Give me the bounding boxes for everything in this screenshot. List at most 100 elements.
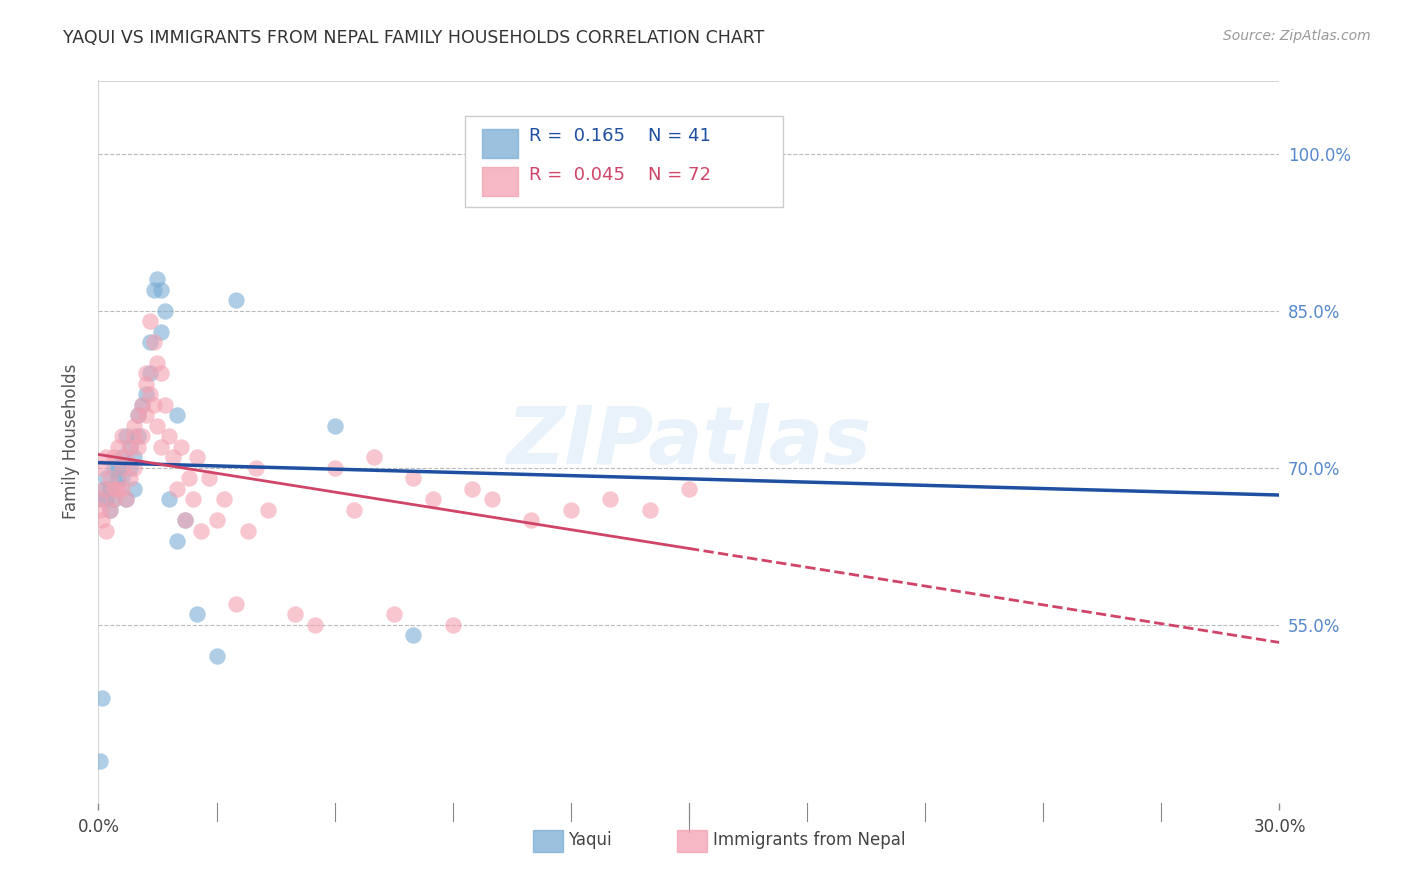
Point bbox=[131, 398, 153, 412]
Point bbox=[118, 460, 141, 475]
Point bbox=[93, 482, 115, 496]
Point bbox=[197, 471, 219, 485]
Point bbox=[135, 409, 157, 423]
Point bbox=[138, 334, 160, 349]
Point bbox=[118, 440, 141, 454]
Point bbox=[142, 283, 165, 297]
Point bbox=[131, 429, 153, 443]
Bar bbox=[533, 830, 562, 852]
Point bbox=[96, 524, 118, 538]
Point bbox=[382, 607, 405, 622]
Point bbox=[155, 398, 177, 412]
Y-axis label: Family Households: Family Households bbox=[62, 364, 80, 519]
Point bbox=[402, 471, 425, 485]
Point bbox=[107, 482, 129, 496]
Point bbox=[560, 502, 582, 516]
FancyBboxPatch shape bbox=[464, 117, 783, 207]
Point bbox=[678, 482, 700, 496]
Point bbox=[96, 492, 118, 507]
Text: Immigrants from Nepal: Immigrants from Nepal bbox=[713, 831, 905, 849]
Point bbox=[162, 450, 184, 465]
Point bbox=[127, 409, 149, 423]
Point bbox=[96, 450, 118, 465]
Point bbox=[122, 418, 145, 433]
Point bbox=[93, 482, 115, 496]
Point bbox=[138, 314, 160, 328]
Point bbox=[111, 471, 134, 485]
Point bbox=[166, 482, 188, 496]
Point bbox=[111, 450, 134, 465]
Point bbox=[205, 513, 228, 527]
Point bbox=[122, 482, 145, 496]
Point bbox=[323, 460, 346, 475]
Point bbox=[304, 617, 326, 632]
Point bbox=[127, 409, 149, 423]
Point bbox=[127, 429, 149, 443]
Point bbox=[107, 440, 129, 454]
Point bbox=[135, 387, 157, 401]
Point bbox=[98, 482, 121, 496]
Point bbox=[89, 754, 111, 768]
Point bbox=[323, 418, 346, 433]
Point bbox=[170, 440, 193, 454]
Point bbox=[150, 367, 173, 381]
Point bbox=[107, 460, 129, 475]
Point bbox=[177, 471, 200, 485]
Point bbox=[89, 492, 111, 507]
Point bbox=[103, 482, 125, 496]
Point bbox=[118, 471, 141, 485]
Point bbox=[245, 460, 267, 475]
Point bbox=[135, 376, 157, 391]
Point bbox=[111, 460, 134, 475]
Point bbox=[166, 534, 188, 549]
Point bbox=[256, 502, 278, 516]
Text: Source: ZipAtlas.com: Source: ZipAtlas.com bbox=[1223, 29, 1371, 43]
Point bbox=[138, 387, 160, 401]
Point bbox=[146, 418, 169, 433]
Bar bbox=[482, 129, 517, 158]
Point bbox=[155, 303, 177, 318]
Point bbox=[98, 502, 121, 516]
Point bbox=[115, 492, 138, 507]
Point bbox=[103, 450, 125, 465]
Point bbox=[214, 492, 236, 507]
Point bbox=[284, 607, 307, 622]
Point bbox=[166, 409, 188, 423]
Point bbox=[118, 440, 141, 454]
Point bbox=[122, 450, 145, 465]
Point bbox=[181, 492, 204, 507]
Point bbox=[135, 367, 157, 381]
Point bbox=[127, 440, 149, 454]
Point bbox=[157, 429, 180, 443]
Point bbox=[174, 513, 197, 527]
Text: YAQUI VS IMMIGRANTS FROM NEPAL FAMILY HOUSEHOLDS CORRELATION CHART: YAQUI VS IMMIGRANTS FROM NEPAL FAMILY HO… bbox=[63, 29, 765, 46]
Point bbox=[190, 524, 212, 538]
Point bbox=[146, 272, 169, 286]
Point bbox=[98, 471, 121, 485]
Point bbox=[157, 492, 180, 507]
Point bbox=[422, 492, 444, 507]
Point bbox=[131, 398, 153, 412]
Point bbox=[103, 492, 125, 507]
Point bbox=[225, 597, 247, 611]
Point bbox=[205, 649, 228, 664]
Bar bbox=[482, 167, 517, 196]
Point bbox=[441, 617, 464, 632]
Point bbox=[520, 513, 543, 527]
Point bbox=[90, 691, 112, 706]
Text: R =  0.045    N = 72: R = 0.045 N = 72 bbox=[530, 166, 711, 184]
Point bbox=[107, 471, 129, 485]
Point bbox=[343, 502, 366, 516]
Point bbox=[174, 513, 197, 527]
Point bbox=[481, 492, 503, 507]
Text: R =  0.165    N = 41: R = 0.165 N = 41 bbox=[530, 128, 711, 145]
Point bbox=[115, 450, 138, 465]
Point bbox=[115, 429, 138, 443]
Point bbox=[236, 524, 259, 538]
Point bbox=[638, 502, 661, 516]
Point bbox=[186, 607, 208, 622]
Point bbox=[122, 429, 145, 443]
Point bbox=[150, 325, 173, 339]
Point bbox=[96, 471, 118, 485]
Point bbox=[402, 628, 425, 642]
